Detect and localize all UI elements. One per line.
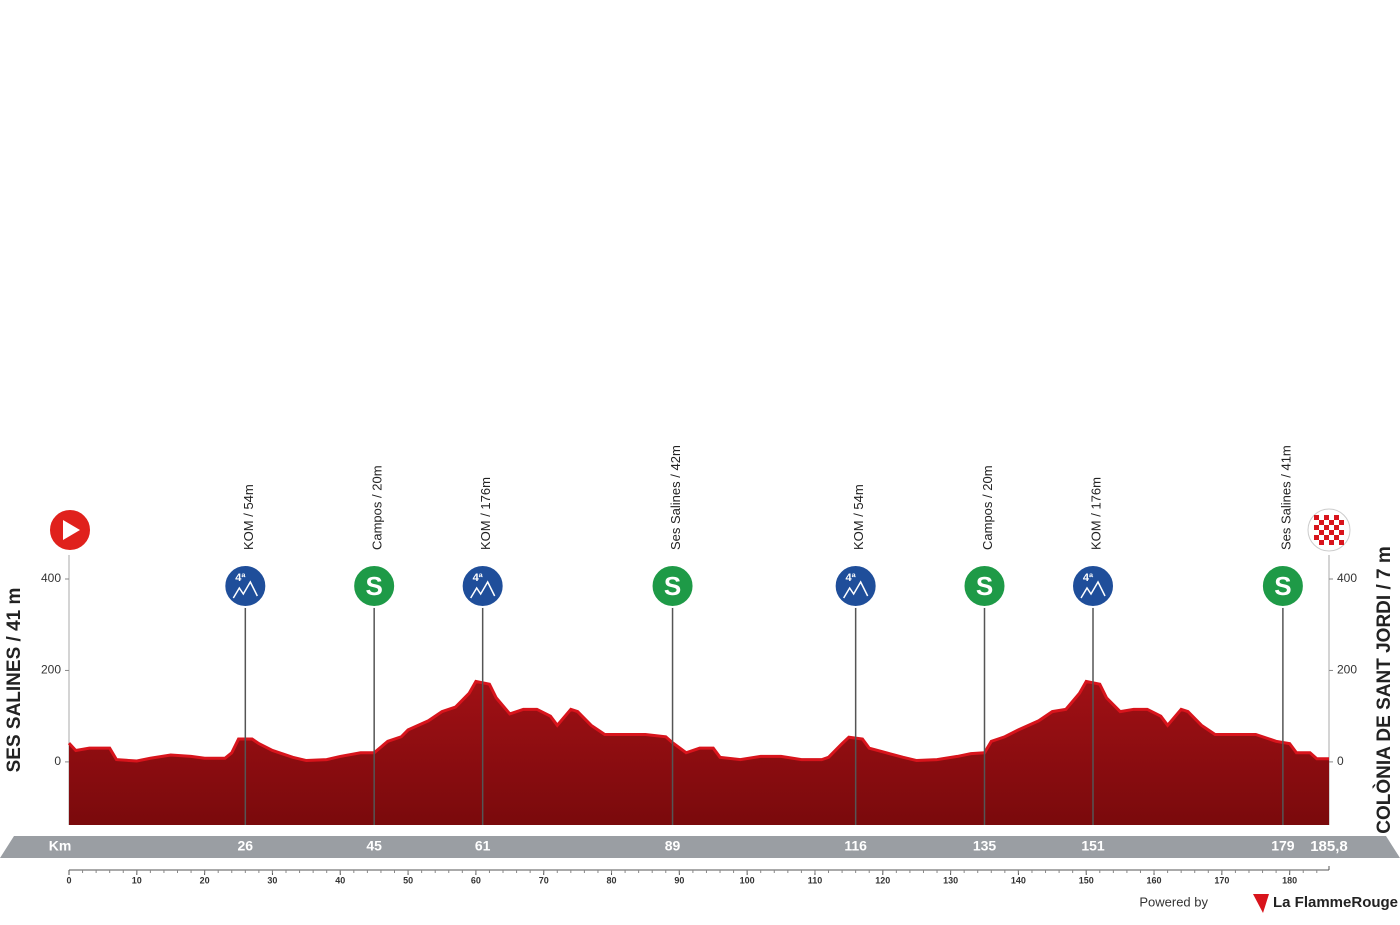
marker-label: KOM / 176m (1088, 477, 1103, 550)
finish-icon (1307, 508, 1351, 552)
x-tick-label: 110 (808, 875, 823, 885)
marker-icon-text: 4ª (473, 572, 484, 584)
y-tick-label: 0 (54, 754, 61, 768)
km-bar-label: 179 (1271, 838, 1295, 854)
mountain (1080, 580, 1106, 599)
marker-icon: 4ª (1071, 564, 1116, 608)
finish-check (1324, 525, 1329, 530)
start-label: SES SALINES / 41 m (4, 588, 25, 773)
start-icon (48, 508, 92, 552)
marker-icon: 4ª (460, 564, 505, 608)
marker-icon: 4ª (833, 564, 878, 608)
finish-check (1319, 540, 1324, 545)
x-tick-label: 80 (607, 875, 617, 885)
y-tick-label-right: 400 (1337, 571, 1357, 585)
marker-circle (352, 564, 397, 608)
km-bar-label: 61 (475, 838, 491, 854)
km-bar-label: 135 (973, 838, 997, 854)
marker-icon: S (650, 564, 695, 608)
marker-icon: S (1260, 564, 1305, 608)
marker-label: Campos / 20m (980, 465, 995, 550)
marker-icon-text: S (365, 571, 382, 601)
x-tick-label: 150 (1079, 875, 1094, 885)
marker-circle (962, 564, 1007, 608)
marker-icon-text: 4ª (846, 572, 857, 584)
finish-check (1324, 535, 1329, 540)
finish-check (1319, 530, 1324, 535)
elevation-area (69, 681, 1329, 825)
y-tick-label-right: 0 (1337, 754, 1344, 768)
finish-check (1324, 515, 1329, 520)
marker-circle (650, 564, 695, 608)
finish-check (1339, 530, 1344, 535)
finish-check (1314, 515, 1319, 520)
marker-icon-text: S (976, 571, 993, 601)
x-tick-label: 30 (267, 875, 277, 885)
x-tick-label: 160 (1147, 875, 1162, 885)
finish-check (1314, 535, 1319, 540)
mountain (470, 580, 496, 599)
y-tick-label: 200 (41, 663, 61, 677)
marker-label: Ses Salines / 42m (668, 445, 683, 550)
x-tick-label: 140 (1011, 875, 1026, 885)
finish-check (1314, 525, 1319, 530)
km-bar-label: 116 (844, 838, 867, 854)
km-label: Km (49, 838, 72, 854)
finish-check (1334, 535, 1339, 540)
x-tick-label: 20 (200, 875, 210, 885)
marker-icon-text: S (1274, 571, 1291, 601)
x-tick-label: 130 (943, 875, 958, 885)
y-tick-label-right: 200 (1337, 663, 1357, 677)
km-bar-label: 151 (1081, 838, 1105, 854)
finish-check (1329, 530, 1334, 535)
x-tick-label: 60 (471, 875, 481, 885)
km-bar (0, 836, 1400, 858)
x-tick-label: 100 (740, 875, 755, 885)
x-tick-label: 170 (1214, 875, 1229, 885)
elevation-line (67, 679, 1329, 763)
brand-logo (1253, 894, 1269, 913)
x-tick-label: 90 (674, 875, 684, 885)
finish-check (1339, 520, 1344, 525)
finish-check (1339, 540, 1344, 545)
marker-icon: S (352, 564, 397, 608)
y-tick-label: 400 (41, 571, 61, 585)
x-tick-label: 0 (66, 875, 71, 885)
distance-label: 185,8 (1310, 838, 1348, 855)
marker-label: Campos / 20m (370, 465, 385, 550)
x-tick-label: 120 (875, 875, 890, 885)
x-tick-label: 40 (335, 875, 345, 885)
marker-label: KOM / 54m (851, 484, 866, 550)
powered-by: Powered by (1139, 894, 1208, 909)
marker-icon-text: 4ª (235, 572, 246, 584)
x-tick-label: 10 (132, 875, 142, 885)
marker-label: KOM / 54m (241, 484, 256, 550)
mountain (232, 580, 258, 599)
finish-check (1334, 525, 1339, 530)
brand: La FlammeRouge (1273, 894, 1398, 911)
km-bar-label: 45 (366, 838, 382, 854)
marker-icon-text: S (664, 571, 681, 601)
km-bar-label: 89 (665, 838, 681, 854)
finish-check (1329, 540, 1334, 545)
finish-check (1329, 520, 1334, 525)
marker-icon: S (962, 564, 1007, 608)
finish-check (1319, 520, 1324, 525)
marker-circle (1260, 564, 1305, 608)
km-bar-label: 26 (238, 838, 254, 854)
x-tick-label: 70 (539, 875, 549, 885)
marker-icon: 4ª (223, 564, 268, 608)
mountain (843, 580, 869, 599)
x-tick-label: 50 (403, 875, 413, 885)
finish-check (1334, 515, 1339, 520)
marker-label: KOM / 176m (478, 477, 493, 550)
marker-label: Ses Salines / 41m (1278, 445, 1293, 550)
finish-label: COLÒNIA DE SANT JORDI / 7 m (1373, 546, 1395, 834)
marker-icon-text: 4ª (1083, 572, 1094, 584)
x-tick-label: 180 (1282, 875, 1297, 885)
